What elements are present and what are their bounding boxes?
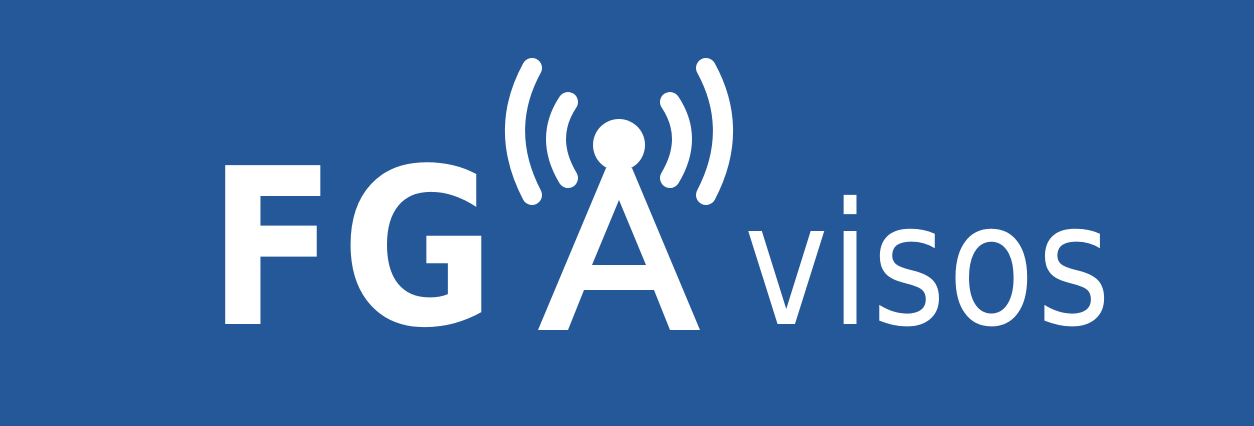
signal-wave-outer-right (696, 58, 733, 205)
tower-head (593, 119, 645, 171)
radio-tower-icon (505, 58, 733, 330)
logo-suffix-text: visos (744, 167, 1113, 365)
signal-wave-inner-left (546, 92, 578, 188)
signal-wave-outer-left (505, 58, 542, 205)
logo-prefix-text: FG (208, 123, 501, 376)
tower-body (538, 168, 700, 330)
signal-wave-inner-right (660, 92, 692, 188)
